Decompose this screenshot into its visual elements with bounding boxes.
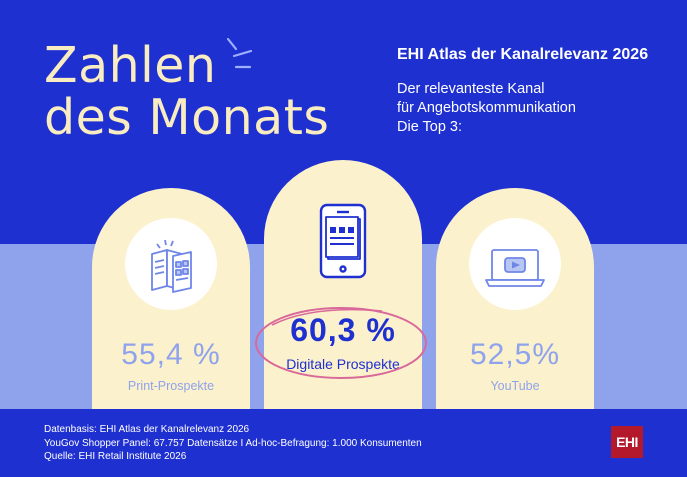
- intro-title: EHI Atlas der Kanalrelevanz 2026: [397, 46, 649, 63]
- intro-subtitle-line-1: Der relevanteste Kanal: [397, 81, 545, 97]
- headline-line-2: des Monats: [44, 89, 330, 146]
- icon-circle: [125, 218, 217, 310]
- channel-value: 52,5%: [469, 338, 561, 371]
- channel-card-youtube: 52,5% YouTube: [436, 188, 594, 409]
- channel-value: 55,4 %: [121, 338, 221, 371]
- smartphone-icon: [319, 203, 367, 279]
- footer-line-1: Datenbasis: EHI Atlas der Kanalrelevanz …: [44, 424, 250, 435]
- brochure-icon: [151, 239, 192, 293]
- channel-value: 60,3 %: [290, 312, 396, 348]
- footer-line-2: YouGov Shopper Panel: 67.757 Datensätze …: [44, 437, 422, 449]
- intro-subtitle-line-3: Die Top 3:: [397, 119, 463, 135]
- channel-card-print: 55,4 % Print-Prospekte: [92, 188, 250, 409]
- channel-card-digital: 60,3 % Digitale Prospekte: [264, 160, 422, 409]
- sparkle-icon: [226, 37, 253, 69]
- headline-line-1: Zahlen: [44, 37, 217, 94]
- headline: Zahlen des Monats: [44, 40, 329, 144]
- channel-label: Digitale Prospekte: [286, 356, 400, 372]
- intro-subtitle: Der relevanteste Kanal für Angebotskommu…: [397, 80, 576, 137]
- laptop-video-icon: [485, 249, 545, 287]
- channel-label: Print-Prospekte: [127, 379, 215, 393]
- footer-line-3: Quelle: EHI Retail Institute 2026: [44, 451, 187, 462]
- ehi-logo: EHI: [611, 426, 643, 458]
- footer-band: [0, 409, 687, 477]
- intro-subtitle-line-2: für Angebotskommunikation: [397, 100, 576, 116]
- icon-circle: [469, 218, 561, 310]
- footer-notes: Datenbasis: EHI Atlas der Kanalrelevanz …: [44, 423, 422, 464]
- channel-label: YouTube: [490, 379, 540, 393]
- highlight-ellipse: [255, 307, 427, 379]
